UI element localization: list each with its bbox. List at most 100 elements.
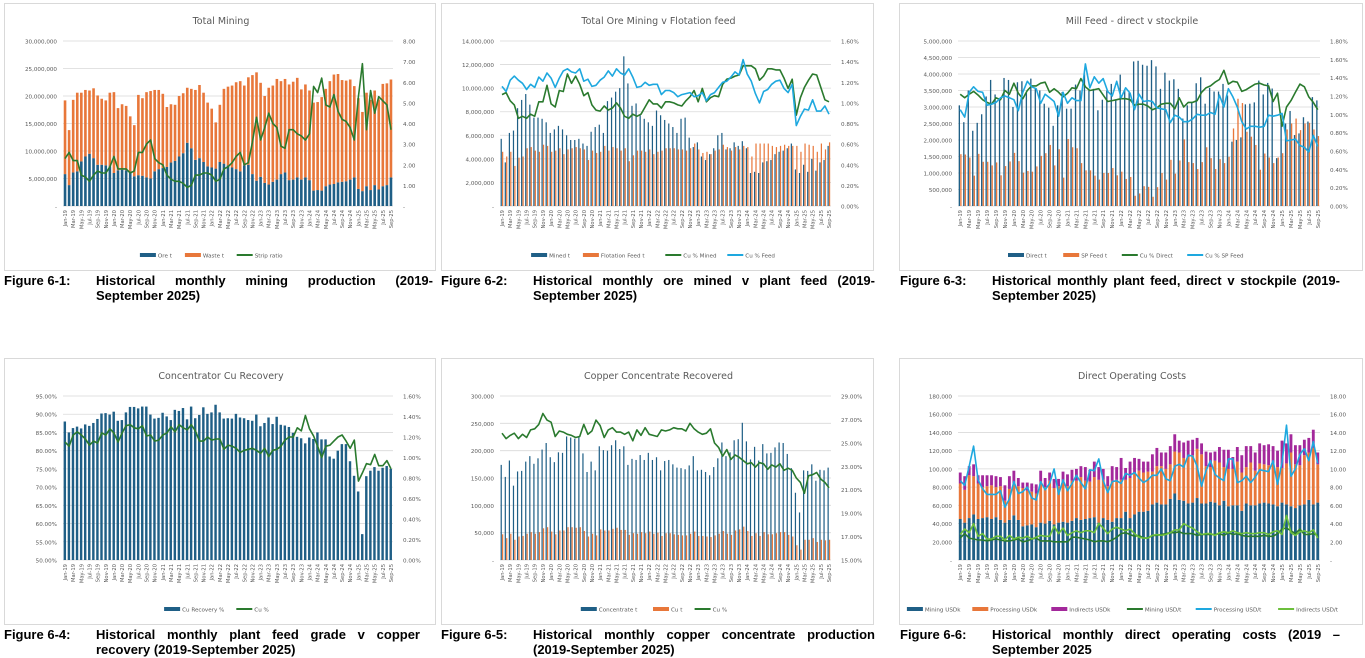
bar-mining-usdk — [967, 518, 971, 560]
legend-swatch — [164, 607, 181, 611]
bar-concentrate-t — [561, 452, 564, 560]
bar-processing-usdk — [1066, 486, 1069, 523]
bar-direct-t — [1293, 135, 1296, 206]
bar-concentrate-t — [623, 446, 625, 560]
legend-swatch — [580, 607, 597, 611]
bar-mining-usdk — [1311, 504, 1315, 560]
bar-flotation-feed-t — [555, 150, 557, 206]
legend-label: Indirects USD/t — [1296, 608, 1339, 614]
x-tick-label: May-25 — [373, 210, 379, 229]
y2-tick-label: 0.80% — [1330, 131, 1348, 137]
bar-ore-t — [137, 175, 140, 206]
bar-direct-t — [1065, 108, 1068, 206]
bar-cu-recovery- — [67, 432, 71, 560]
x-tick-label: Jul-25 — [819, 210, 825, 226]
bar-mined-t — [557, 125, 560, 206]
x-tick-label: Mar-22 — [1128, 564, 1134, 582]
bar-cu-recovery- — [312, 439, 315, 560]
bar-sp-feed-t — [1170, 159, 1172, 206]
bar-processing-usdk — [1285, 463, 1288, 505]
bar-ore-t — [287, 180, 291, 206]
x-tick-label: Nov-21 — [202, 564, 208, 582]
bar-direct-t — [1222, 83, 1224, 206]
bar-flotation-feed-t — [665, 148, 667, 206]
y2-tick-label: 0.80% — [841, 122, 859, 128]
bar-waste-t — [271, 85, 275, 182]
line-strip-ratio — [64, 62, 392, 189]
bar-cu-t — [645, 533, 647, 560]
bar-cu-t — [792, 536, 794, 560]
bar-cu-t — [734, 530, 737, 560]
bar-cu-t — [522, 535, 524, 560]
bar-ore-t — [84, 156, 87, 206]
x-tick-label: Jan-21 — [598, 210, 604, 227]
bar-indirects-usdk — [1173, 434, 1177, 452]
bar-mined-t — [516, 108, 519, 206]
legend-item: SP Feed t — [1063, 253, 1108, 260]
bar-cu-recovery- — [198, 414, 201, 560]
bar-processing-usdk — [1007, 488, 1011, 520]
x-tick-label: Jan-23 — [1173, 210, 1179, 227]
x-tick-label: Jan-24 — [307, 563, 313, 581]
bar-concentrate-t — [582, 453, 584, 560]
x-tick-label: May-22 — [226, 564, 232, 583]
bar-cu-t — [747, 531, 749, 560]
bar-cu-t — [722, 531, 724, 560]
x-tick-label: Nov-21 — [1110, 210, 1116, 228]
x-tick-label: Jul-24 — [332, 209, 338, 225]
bar-ore-t — [365, 186, 368, 206]
x-tick-label: Jan-23 — [696, 564, 702, 581]
y-tick-label: 50,000 — [474, 531, 494, 537]
x-tick-label: Jan-22 — [647, 564, 653, 581]
bar-processing-usdk — [1061, 482, 1065, 522]
bar-ore-t — [352, 177, 356, 206]
bar-processing-usdk — [1258, 463, 1262, 504]
bar-flotation-feed-t — [710, 154, 712, 206]
bar-direct-t — [1016, 82, 1019, 206]
bar-cu-recovery- — [389, 468, 392, 560]
legend-item: Mining USDk — [906, 607, 961, 614]
bar-ore-t — [128, 171, 132, 206]
x-tick-label: Mar-21 — [1074, 210, 1080, 228]
bar-processing-usdk — [1168, 464, 1172, 499]
x-tick-label: Jul-22 — [1146, 210, 1152, 226]
y-tick-label: 10,000,000 — [462, 87, 494, 93]
bar-sp-feed-t — [1121, 171, 1123, 206]
bar-flotation-feed-t — [522, 156, 524, 206]
bar-indirects-usdk — [1133, 457, 1136, 474]
x-tick-label: Nov-19 — [1003, 210, 1009, 228]
bar-concentrate-t — [680, 468, 682, 560]
bar-mined-t — [594, 127, 596, 206]
y-tick-label: 90.00% — [36, 413, 57, 419]
bar-cu-t — [620, 529, 622, 560]
chart-mill-feed: Mill Feed - direct v stockpile - 500,000 1,… — [924, 16, 1348, 260]
bar-cu-t — [596, 535, 598, 560]
bar-mining-usdk — [1204, 503, 1208, 560]
bar-concentrate-t — [541, 449, 543, 560]
bar-concentrate-t — [753, 446, 756, 560]
bar-waste-t — [108, 92, 112, 167]
bar-flotation-feed-t — [661, 150, 663, 206]
bar-flotation-feed-t — [779, 145, 782, 206]
bar-processing-usdk — [1271, 464, 1275, 505]
bar-concentrate-t — [696, 470, 698, 560]
bar-mining-usdk — [958, 519, 962, 560]
bar-ore-t — [190, 148, 193, 206]
bar-flotation-feed-t — [800, 151, 802, 206]
bar-ore-t — [210, 167, 214, 206]
bar-processing-usdk — [1204, 466, 1208, 504]
bar-cu-t — [706, 536, 708, 560]
x-tick-label: Sep-20 — [1048, 564, 1054, 582]
bar-sp-feed-t — [1009, 161, 1011, 206]
bar-cu-t — [665, 533, 667, 560]
bar-waste-t — [80, 92, 83, 162]
bar-sp-feed-t — [1241, 103, 1244, 206]
bar-sp-feed-t — [1027, 171, 1029, 206]
bar-sp-feed-t — [1036, 166, 1038, 206]
bar-waste-t — [332, 74, 336, 184]
legend-item: Cu % Mined — [665, 254, 717, 260]
bar-concentrate-t — [545, 443, 547, 560]
x-tick-label: Jan-20 — [549, 564, 555, 581]
bar-concentrate-t — [619, 449, 621, 560]
x-tick-label: Jul-23 — [1200, 210, 1206, 226]
